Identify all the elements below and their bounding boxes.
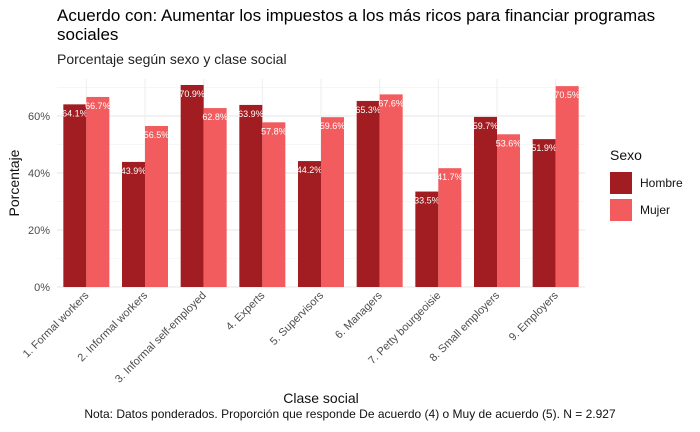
bar-hombre <box>415 191 439 287</box>
bar-hombre <box>532 139 556 287</box>
bar-hombre <box>239 104 263 287</box>
x-tick-label: 5. Supervisors <box>268 289 327 348</box>
data-label: 33.5% <box>414 196 440 206</box>
data-label: 59.6% <box>320 121 346 131</box>
bar-mujer <box>86 96 110 287</box>
data-label: 53.6% <box>496 138 522 148</box>
legend-item-hombre: Hombre <box>610 169 683 196</box>
legend: Sexo Hombre Mujer <box>610 147 683 223</box>
legend-label-hombre: Hombre <box>640 175 683 190</box>
bar-mujer <box>203 108 227 287</box>
bar-hombre <box>474 116 497 287</box>
data-label: 63.9% <box>238 109 264 119</box>
bar-mujer <box>145 126 168 287</box>
x-tick-label: 9. Employers <box>507 289 561 343</box>
legend-title: Sexo <box>610 147 642 163</box>
data-label: 44.2% <box>297 165 323 175</box>
chart-title: Acuerdo con: Aumentar los impuestos a lo… <box>57 6 656 44</box>
chart-subtitle: Porcentaje según sexo y clase social <box>57 51 287 67</box>
data-label: 66.7% <box>85 101 111 111</box>
bar-mujer <box>497 134 520 287</box>
data-label: 62.8% <box>202 112 228 122</box>
data-label: 65.3% <box>355 105 381 115</box>
bar-hombre <box>298 161 321 287</box>
bar-mujer <box>379 94 403 288</box>
data-label: 51.9% <box>531 143 557 153</box>
y-tick-label: 20% <box>28 225 50 237</box>
bar-hombre <box>122 161 145 287</box>
data-label: 43.9% <box>121 166 147 176</box>
data-label: 59.7% <box>473 121 499 131</box>
data-label: 70.5% <box>554 90 580 100</box>
y-tick-label: 60% <box>28 111 50 123</box>
y-tick-label: 40% <box>28 168 50 180</box>
y-tick-label: 0% <box>34 282 50 294</box>
bar-hombre <box>63 104 87 287</box>
bar-mujer <box>321 117 344 288</box>
data-label: 56.5% <box>144 130 170 140</box>
x-tick-label: 4. Experts <box>224 289 268 333</box>
bar-mujer <box>262 122 286 287</box>
bar-mujer <box>555 86 579 287</box>
data-label: 67.6% <box>378 98 404 108</box>
bar-mujer <box>438 168 462 287</box>
data-label: 41.7% <box>437 172 463 182</box>
legend-label-mujer: Mujer <box>640 202 671 217</box>
data-label: 57.8% <box>261 126 287 136</box>
chart-caption: Nota: Datos ponderados. Proporción que r… <box>84 407 616 421</box>
data-label: 70.9% <box>179 89 205 99</box>
data-label: 64.1% <box>62 108 88 118</box>
legend-item-mujer: Mujer <box>610 196 683 223</box>
x-tick-label: 6. Managers <box>333 289 385 341</box>
x-axis-title: Clase social <box>283 390 358 406</box>
legend-swatch-hombre <box>610 171 632 194</box>
bar-hombre <box>356 100 380 287</box>
y-axis-title: Porcentaje <box>6 149 22 216</box>
legend-swatch-mujer <box>610 198 632 221</box>
bar-hombre <box>180 84 204 288</box>
